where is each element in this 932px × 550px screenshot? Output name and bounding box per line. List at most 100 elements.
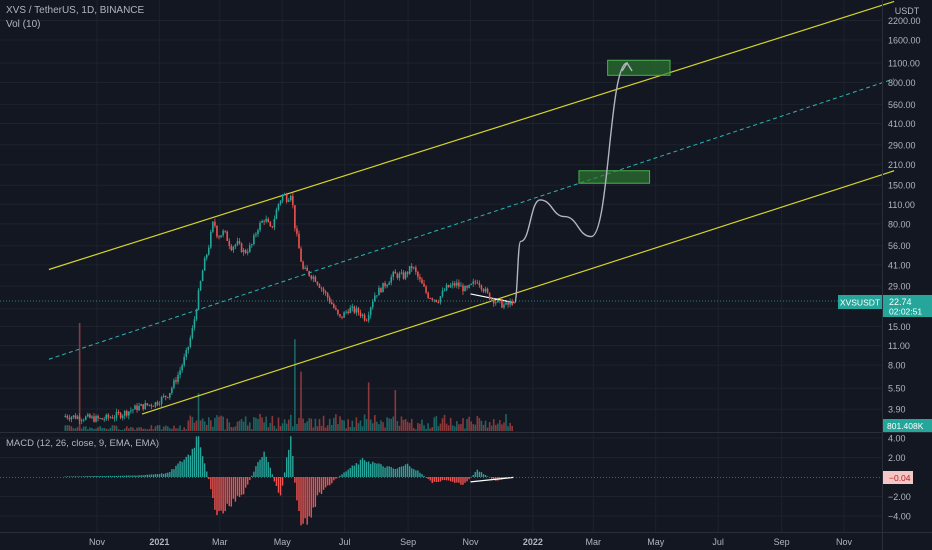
volume-bar: [152, 429, 155, 431]
macd-histogram-bar: [240, 477, 243, 495]
macd-histogram-bar: [378, 463, 380, 477]
last-price-tag: [883, 295, 932, 317]
macd-histogram-bar: [322, 477, 325, 490]
candle-body: [160, 397, 163, 404]
macd-histogram-bar: [392, 468, 394, 477]
target-zone-box[interactable]: [607, 59, 671, 76]
candle-body: [109, 417, 112, 419]
volume-bar: [107, 429, 110, 431]
macd-divergence-line[interactable]: [470, 476, 514, 483]
macd-histogram-bar: [203, 463, 206, 477]
symbol-price-badge[interactable]: XVSUSDT 22.74 02:02:51: [838, 295, 932, 317]
macd-histogram-bar: [357, 464, 360, 477]
target-boxes[interactable]: [578, 59, 671, 184]
volume-bar: [285, 423, 288, 431]
macd-histogram-bar: [482, 474, 485, 477]
volume-bar: [68, 425, 71, 431]
time-tick-label: Sep: [774, 537, 790, 547]
macd-tick-label: 4.00: [888, 434, 906, 444]
volume-bar: [72, 428, 75, 431]
volume-bar: [287, 419, 290, 431]
volume-bar: [226, 418, 229, 431]
macd-histogram-bar: [97, 476, 99, 477]
candle-body: [302, 261, 304, 269]
volume-bar: [488, 421, 491, 431]
candle-body: [236, 241, 239, 245]
volume-bar: [156, 425, 159, 431]
volume-bar: [146, 429, 149, 431]
channel-lower-line[interactable]: [141, 170, 895, 415]
macd-histogram-bar: [396, 468, 399, 477]
candle-body: [197, 290, 200, 310]
candle-body: [64, 415, 67, 418]
target-zone-box[interactable]: [578, 170, 651, 184]
candle-body: [326, 293, 329, 298]
macd-histogram-bar: [349, 468, 351, 477]
volume-bar: [76, 427, 79, 431]
candle-body: [380, 287, 382, 293]
candle-body: [374, 295, 376, 302]
candle-body: [238, 241, 241, 244]
candle-body: [292, 195, 294, 206]
macd-histogram-bar: [212, 477, 214, 498]
candle-body: [279, 200, 282, 204]
volume-bar: [437, 426, 440, 431]
channel-upper-line[interactable]: [48, 0, 895, 271]
volume-bar: [400, 416, 403, 431]
candle-body: [121, 415, 124, 418]
volume-bar: [236, 421, 239, 431]
macd-histogram-bar: [382, 466, 384, 477]
projection-arrowhead[interactable]: [621, 61, 633, 72]
candle-body: [66, 415, 69, 418]
candle-body: [406, 272, 409, 274]
candle-body: [453, 283, 456, 286]
volume-bar: [443, 414, 446, 431]
price-tick-label: 11.00: [888, 341, 910, 351]
volume-bar: [333, 417, 335, 431]
candle-body: [132, 409, 134, 411]
volume-bar: [224, 429, 226, 431]
price-tick-label: 1600.00: [888, 36, 921, 46]
candle-body: [148, 404, 151, 406]
volume-bar: [111, 425, 114, 431]
macd-histogram-bar: [132, 475, 134, 477]
projected-price-path[interactable]: [513, 62, 628, 304]
macd-histogram-bar: [83, 476, 85, 477]
volume-bar: [199, 420, 202, 431]
price-tick-label: 3.90: [888, 405, 906, 415]
candle-body: [95, 416, 97, 422]
volume-bar: [308, 418, 311, 431]
last-price-value: 22.74: [889, 297, 912, 307]
volume-bar: [283, 419, 286, 431]
macd-histogram-bar: [394, 469, 397, 477]
axes[interactable]: 2200.00 1600.00 1100.00 800.00 560.00 410.00 2…: [89, 16, 921, 547]
volume-bar: [84, 426, 87, 431]
macd-histogram-bar: [148, 474, 151, 477]
candle-body: [283, 194, 286, 196]
volume-bar: [511, 425, 513, 431]
macd-histogram-bar: [230, 477, 233, 507]
macd-histogram-bar: [308, 477, 310, 517]
candle-body: [265, 218, 267, 222]
volume-bar: [507, 426, 509, 431]
macd-histogram-bar: [226, 477, 228, 504]
macd-histogram-bar: [138, 475, 140, 477]
candle-body: [355, 308, 358, 313]
candle-body: [140, 404, 142, 406]
candle-body: [84, 416, 87, 420]
macd-histogram-bar: [78, 476, 81, 477]
candle-body: [343, 312, 345, 318]
projection-path[interactable]: [513, 61, 633, 304]
candle-body: [294, 205, 296, 229]
macd-histogram-bar: [447, 477, 450, 481]
macd-histogram-bar: [242, 477, 245, 495]
volume-bar: [142, 428, 144, 431]
macd-histogram-bar: [431, 477, 433, 483]
volume-bar: [478, 418, 481, 431]
macd-histogram-bar: [85, 476, 87, 477]
channel-drawings[interactable]: [48, 0, 895, 415]
volume-bar: [320, 425, 323, 431]
channel-mid-line[interactable]: [48, 78, 895, 360]
macd-histogram-bar: [222, 477, 224, 514]
